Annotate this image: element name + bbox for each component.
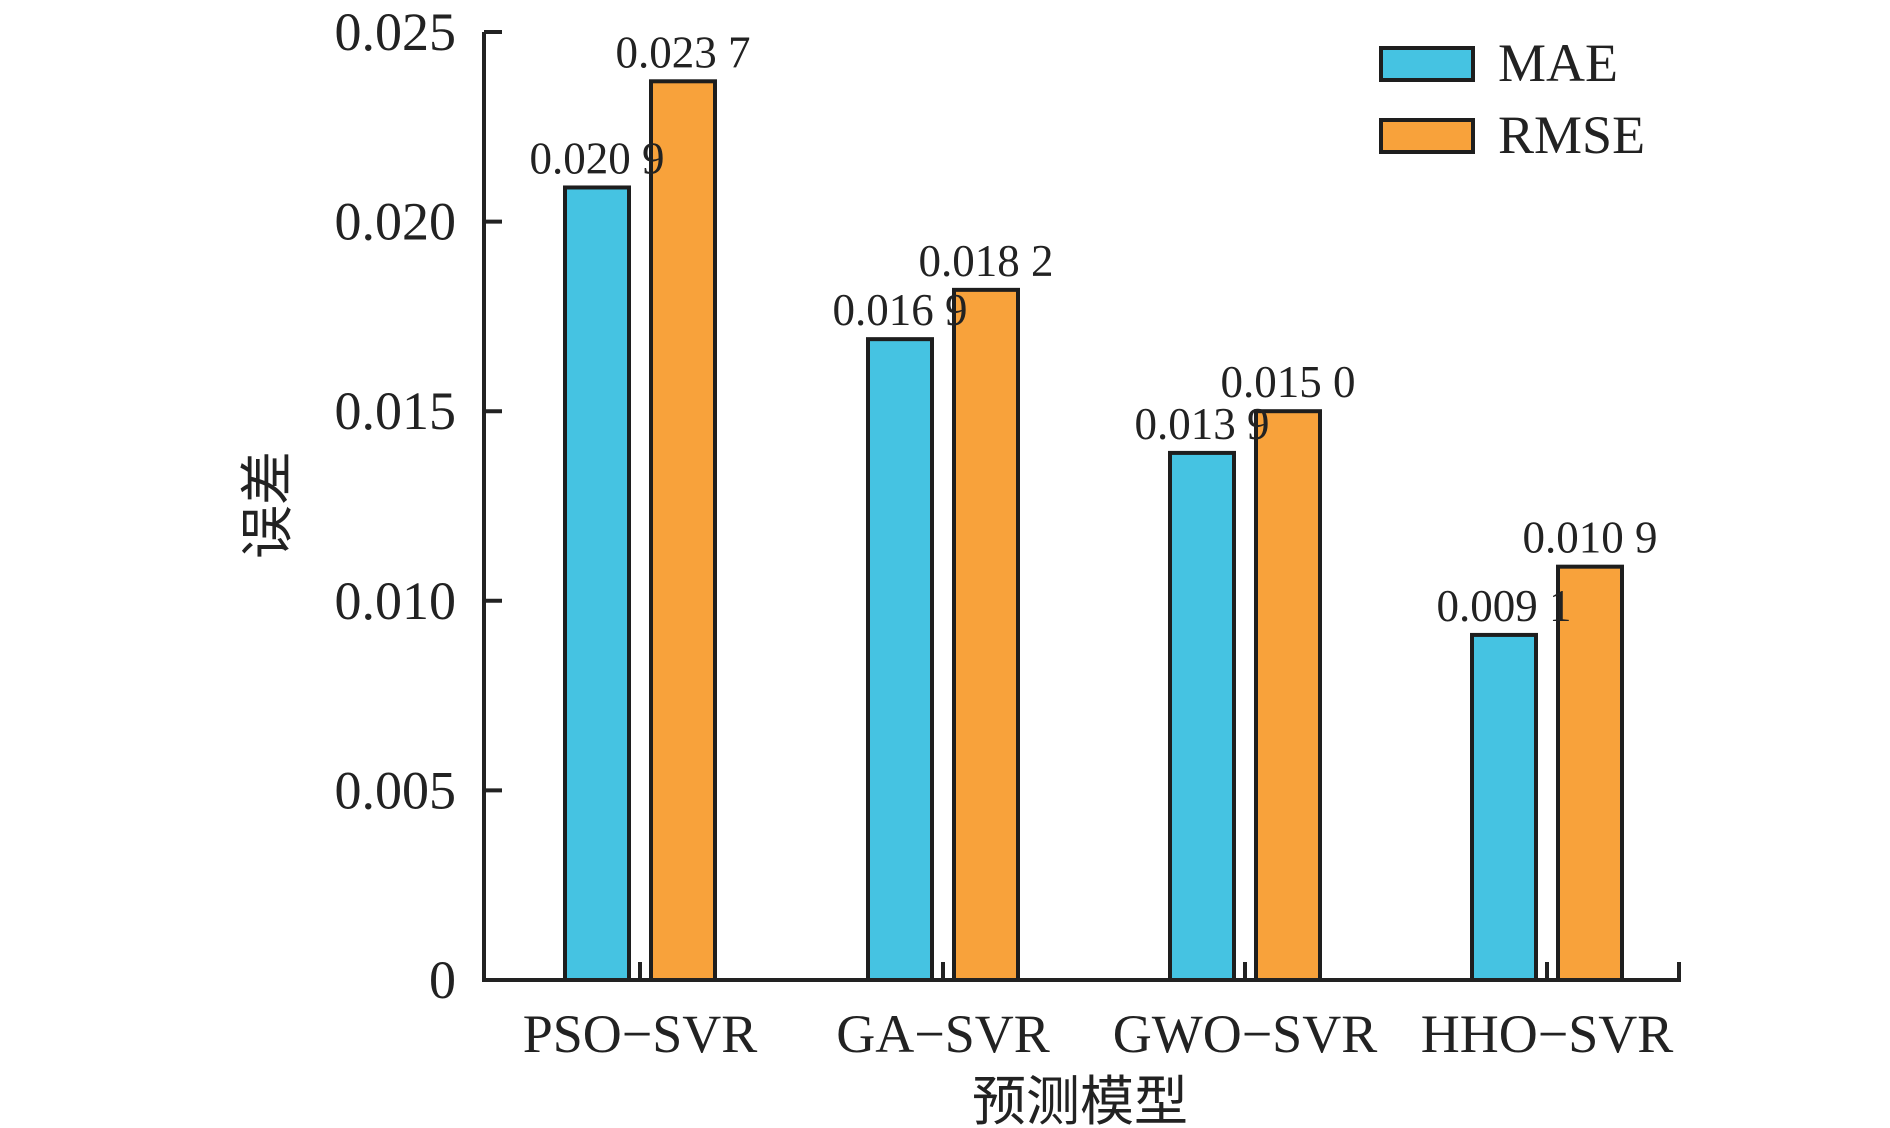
data-label-mae: 0.020 9 <box>530 133 665 183</box>
data-label-rmse: 0.015 0 <box>1221 357 1356 407</box>
y-ticks-group: 0 0.005 0.010 0.015 0.020 0.025 <box>335 2 502 1010</box>
bar-mae <box>1470 632 1538 982</box>
legend-label-rmse: RMSE <box>1498 105 1645 165</box>
data-label-rmse: 0.023 7 <box>616 27 751 77</box>
data-labels-group: 0.020 9 0.023 7 0.016 90.018 2 0.013 90.015… <box>530 27 1658 631</box>
y-tick-label: 0.020 <box>335 192 457 252</box>
data-label-rmse: 0.018 2 <box>919 236 1054 286</box>
bars-group <box>563 79 1624 983</box>
y-tick-label: 0.025 <box>335 2 457 62</box>
legend-label-mae: MAE <box>1498 33 1618 93</box>
y-tick-label: 0.010 <box>335 571 457 631</box>
data-label-mae: 0.009 1 <box>1437 581 1572 631</box>
bar-rmse <box>1556 564 1624 982</box>
x-category-label: PSO−SVR <box>523 1004 758 1064</box>
bar-mae <box>1168 450 1236 982</box>
bar-rmse <box>952 287 1020 982</box>
legend: MAE RMSE <box>1379 33 1645 165</box>
legend-swatch-mae <box>1379 46 1475 82</box>
data-label-mae: 0.013 9 <box>1135 399 1270 449</box>
axes-group <box>482 32 1681 982</box>
bar-mae <box>866 337 934 983</box>
x-category-label: GWO−SVR <box>1113 1004 1377 1064</box>
y-tick-label: 0.005 <box>335 760 457 820</box>
bar-rmse <box>1254 409 1322 982</box>
x-axis-label: 预测模型 <box>972 1072 1188 1128</box>
x-category-label: GA−SVR <box>836 1004 1050 1064</box>
y-tick-label: 0 <box>429 950 456 1010</box>
data-label-rmse: 0.010 9 <box>1523 513 1658 563</box>
x-category-label: HHO−SVR <box>1421 1004 1674 1064</box>
bar-mae <box>563 185 631 983</box>
y-tick-label: 0.015 <box>335 381 457 441</box>
y-axis-label: 误差 <box>238 451 298 559</box>
legend-swatch-rmse <box>1379 118 1475 154</box>
data-label-mae: 0.016 9 <box>833 285 968 335</box>
x-labels-group: PSO−SVR GA−SVR GWO−SVR HHO−SVR <box>523 962 1674 1064</box>
bar-rmse <box>649 79 717 982</box>
